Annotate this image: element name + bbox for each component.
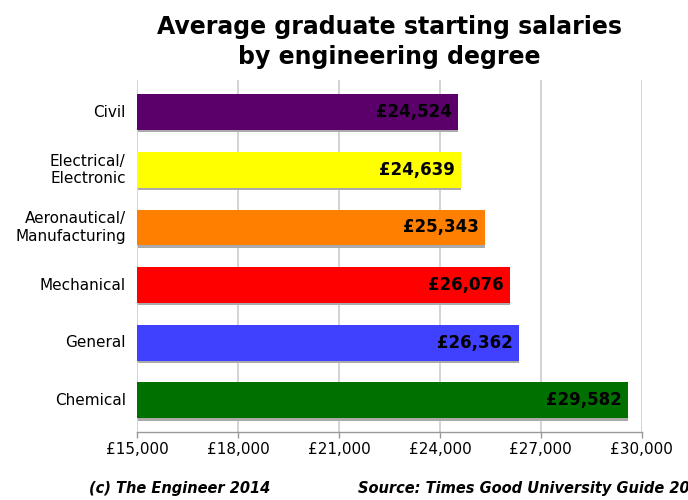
Text: £25,343: £25,343 (403, 218, 479, 236)
Text: (c) The Engineer 2014: (c) The Engineer 2014 (89, 480, 270, 496)
Bar (138, 210, 485, 246)
Text: £26,076: £26,076 (428, 276, 504, 294)
Bar (138, 152, 462, 188)
Bar (138, 212, 485, 248)
Text: £24,524: £24,524 (376, 103, 451, 121)
Text: £24,639: £24,639 (380, 160, 455, 178)
Bar (138, 325, 519, 360)
Text: £29,582: £29,582 (546, 392, 621, 409)
Bar (138, 154, 462, 190)
Text: £26,362: £26,362 (438, 334, 513, 351)
Bar (138, 96, 458, 132)
Bar (138, 94, 458, 130)
Bar (138, 270, 510, 305)
Bar (138, 327, 519, 363)
Bar (138, 385, 627, 420)
Bar (138, 267, 510, 303)
Bar (138, 382, 627, 418)
Title: Average graduate starting salaries
by engineering degree: Average graduate starting salaries by en… (157, 15, 622, 68)
Text: Source: Times Good University Guide 2015: Source: Times Good University Guide 2015 (358, 480, 688, 496)
